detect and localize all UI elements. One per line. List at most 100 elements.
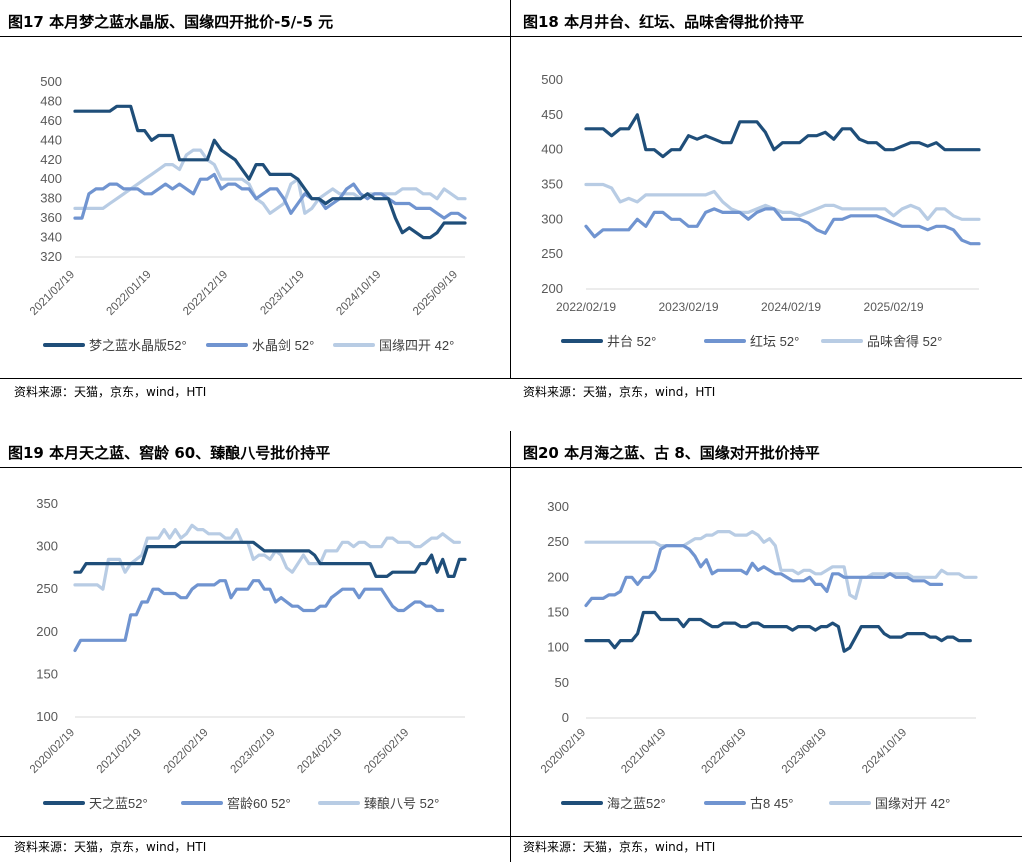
chart-panel-fig19: 图19 本月天之蓝、窖龄 60、臻酿八号批价持平 100 150 200 250 300… xyxy=(0,431,511,862)
y-tick-label: 450 xyxy=(541,107,563,122)
series-line-1 xyxy=(584,207,981,246)
source-note: 资料来源：天猫，京东，wind，HTI xyxy=(14,840,207,854)
series-line-1 xyxy=(584,544,944,608)
y-tick-label: 100 xyxy=(36,709,58,724)
series-line-0 xyxy=(584,610,972,653)
panel-title: 图20 本月海之蓝、古 8、国缘对开批价持平 xyxy=(523,444,820,462)
y-tick-label: 150 xyxy=(547,605,569,620)
y-tick-label: 350 xyxy=(36,496,58,511)
y-tick-label: 350 xyxy=(541,177,563,192)
y-tick-label: 460 xyxy=(40,113,62,128)
y-tick-label: 150 xyxy=(36,666,58,681)
y-tick-label: 200 xyxy=(36,624,58,639)
chart-panel-fig17: 图17 本月梦之蓝水晶版、国缘四开批价-5/-5 元 320 340 360 380 4… xyxy=(0,0,511,431)
y-tick-label: 360 xyxy=(40,210,62,225)
chart-panel-fig18: 图18 本月井台、红坛、品味舍得批价持平 200 250 300 350 400 450 5… xyxy=(511,0,1022,431)
y-tick-label: 250 xyxy=(541,246,563,261)
x-tick-label: 2020/02/19 xyxy=(539,727,588,776)
y-tick-label: 250 xyxy=(36,581,58,596)
series-line-0 xyxy=(584,113,981,159)
x-tick-label: 2020/02/19 xyxy=(28,727,77,776)
y-tick-label: 400 xyxy=(541,142,563,157)
x-tick-label: 2024/10/19 xyxy=(334,269,383,318)
legend-label: 臻酿八号 52° xyxy=(364,796,439,811)
legend-label: 海之蓝52° xyxy=(607,796,666,811)
x-tick-label: 2023/11/19 xyxy=(258,269,307,318)
series-line-0 xyxy=(73,104,467,240)
series-line-1 xyxy=(73,579,445,653)
y-tick-label: 200 xyxy=(541,281,563,296)
source-divider xyxy=(511,836,1022,837)
source-divider xyxy=(0,836,511,837)
legend-label: 古8 45° xyxy=(750,796,794,811)
panel-title: 图18 本月井台、红坛、品味舍得批价持平 xyxy=(523,13,805,31)
y-tick-label: 320 xyxy=(40,249,62,264)
x-tick-label: 2023/02/19 xyxy=(658,300,718,314)
x-tick-label: 2024/02/19 xyxy=(761,300,821,314)
line-chart: 320 340 360 380 400 420 440 460 480 500 2021/02/19… xyxy=(28,74,467,353)
x-tick-label: 2023/08/19 xyxy=(780,727,829,776)
source-note: 资料来源：天猫，京东，wind，HTI xyxy=(523,840,716,854)
source-note: 资料来源：天猫，京东，wind，HTI xyxy=(523,385,716,399)
x-tick-label: 2025/09/19 xyxy=(411,269,460,318)
x-tick-label: 2025/02/19 xyxy=(362,727,411,776)
y-tick-label: 200 xyxy=(547,569,569,584)
panel-divider-bottom xyxy=(510,431,511,862)
y-tick-label: 480 xyxy=(40,93,62,108)
y-tick-label: 380 xyxy=(40,191,62,206)
series-line-2 xyxy=(73,523,461,591)
y-tick-label: 420 xyxy=(40,152,62,167)
y-tick-label: 440 xyxy=(40,132,62,147)
x-tick-label: 2022/06/19 xyxy=(700,727,749,776)
legend-label: 天之蓝52° xyxy=(89,796,148,811)
x-tick-label: 2022/02/19 xyxy=(556,300,616,314)
y-tick-label: 300 xyxy=(547,499,569,514)
legend-label: 国缘四开 42° xyxy=(379,338,454,353)
title-divider xyxy=(0,36,511,37)
y-tick-label: 50 xyxy=(555,675,569,690)
x-tick-label: 2025/02/19 xyxy=(864,300,924,314)
y-tick-label: 500 xyxy=(541,72,563,87)
y-tick-label: 340 xyxy=(40,230,62,245)
source-divider xyxy=(511,378,1022,379)
legend-label: 品味舍得 52° xyxy=(867,334,942,349)
series-line-2 xyxy=(73,148,467,215)
y-tick-label: 100 xyxy=(547,640,569,655)
x-tick-label: 2021/02/19 xyxy=(28,269,77,318)
legend-label: 梦之蓝水晶版52° xyxy=(89,338,187,353)
series-line-1 xyxy=(73,172,467,220)
x-tick-label: 2024/02/19 xyxy=(295,727,344,776)
legend-label: 国缘对开 42° xyxy=(875,796,950,811)
x-tick-label: 2021/04/19 xyxy=(619,727,668,776)
title-divider xyxy=(511,467,1022,468)
y-tick-label: 400 xyxy=(40,171,62,186)
title-divider xyxy=(0,467,511,468)
panel-divider-top xyxy=(510,0,511,378)
source-note: 资料来源：天猫，京东，wind，HTI xyxy=(14,385,207,399)
source-divider xyxy=(0,378,511,379)
line-chart: 200 250 300 350 400 450 500 2022/02/19 2023/02/1… xyxy=(541,72,981,349)
series-line-2 xyxy=(584,529,978,601)
y-tick-label: 300 xyxy=(541,211,563,226)
y-tick-label: 250 xyxy=(547,534,569,549)
legend-label: 窖龄60 52° xyxy=(227,796,291,811)
y-tick-label: 300 xyxy=(36,539,58,554)
legend-label: 井台 52° xyxy=(607,334,656,349)
y-tick-label: 500 xyxy=(40,74,62,89)
line-chart: 100 150 200 250 300 350 2020/02/19 2021/02/19 20… xyxy=(28,496,467,811)
x-tick-label: 2024/10/19 xyxy=(860,727,909,776)
x-tick-label: 2021/02/19 xyxy=(95,727,144,776)
panel-title: 图19 本月天之蓝、窖龄 60、臻酿八号批价持平 xyxy=(8,444,331,462)
panel-title: 图17 本月梦之蓝水晶版、国缘四开批价-5/-5 元 xyxy=(8,13,334,31)
x-tick-label: 2022/12/19 xyxy=(181,269,230,318)
title-divider xyxy=(511,36,1022,37)
line-chart: 0 50 100 150 200 250 300 2020/02/19 2021/04/19 20… xyxy=(539,499,978,811)
x-tick-label: 2022/02/19 xyxy=(162,727,211,776)
x-tick-label: 2023/02/19 xyxy=(229,727,278,776)
series-line-2 xyxy=(584,182,981,221)
legend-label: 水晶剑 52° xyxy=(252,338,314,353)
legend-label: 红坛 52° xyxy=(750,334,799,349)
y-tick-label: 0 xyxy=(562,710,569,725)
x-tick-label: 2022/01/19 xyxy=(105,269,154,318)
chart-panel-fig20: 图20 本月海之蓝、古 8、国缘对开批价持平 0 50 100 150 200 250 30… xyxy=(511,431,1022,862)
